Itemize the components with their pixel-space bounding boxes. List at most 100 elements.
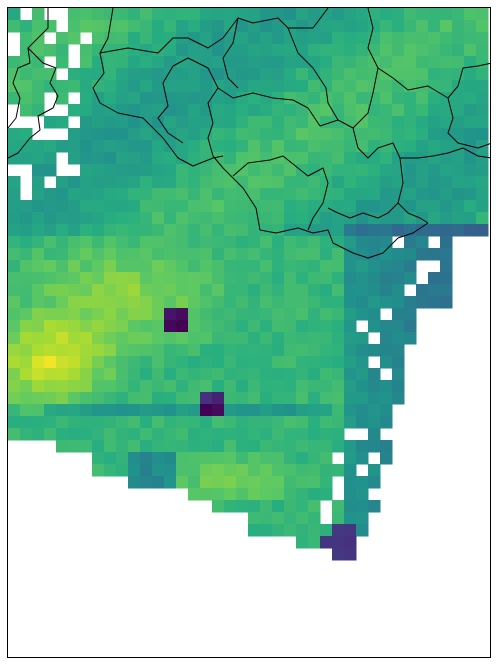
raster-cell (368, 32, 381, 45)
raster-cell (32, 56, 45, 69)
raster-cell (200, 464, 213, 477)
raster-cell (92, 356, 105, 369)
raster-cell (68, 68, 81, 81)
raster-cell (284, 92, 297, 105)
raster-cell (260, 488, 273, 501)
raster-cell (188, 404, 201, 417)
raster-cell (404, 308, 417, 321)
raster-cell (212, 476, 225, 489)
raster-cell (368, 212, 381, 225)
raster-cell (356, 8, 369, 21)
raster-cell (272, 68, 285, 81)
raster-cell (200, 476, 213, 489)
raster-cell (8, 392, 21, 405)
raster-cell (272, 464, 285, 477)
raster-cell (224, 20, 237, 33)
raster-cell (284, 164, 297, 177)
raster-cell (284, 344, 297, 357)
raster-cell (260, 140, 273, 153)
raster-cell (200, 356, 213, 369)
raster-cell (356, 236, 369, 249)
raster-cell (428, 104, 441, 117)
raster-cell (176, 260, 189, 273)
raster-cell (176, 284, 189, 297)
raster-cell (260, 128, 273, 141)
raster-cell (296, 476, 309, 489)
raster-cell (80, 236, 93, 249)
raster-cell (260, 56, 273, 69)
raster-cell (128, 320, 141, 333)
raster-cell (248, 68, 261, 81)
raster-cell (356, 308, 369, 321)
raster-cell (128, 260, 141, 273)
raster-cell (56, 224, 69, 237)
raster-cell (284, 404, 297, 417)
raster-cell (380, 404, 393, 417)
raster-cell (272, 368, 285, 381)
raster-cell (380, 356, 393, 369)
map-frame (7, 7, 491, 658)
raster-cell (344, 68, 357, 81)
raster-cell (344, 512, 357, 525)
raster-cell (272, 176, 285, 189)
raster-cell (68, 356, 81, 369)
raster-cell (272, 380, 285, 393)
raster-cell (284, 80, 297, 93)
raster-cell (344, 416, 357, 429)
raster-cell (476, 200, 489, 213)
raster-cell (248, 20, 261, 33)
raster-cell (236, 392, 249, 405)
raster-cell (20, 236, 33, 249)
raster-cell (152, 476, 165, 489)
raster-cell (68, 284, 81, 297)
raster-cell (68, 404, 81, 417)
raster-cell (164, 380, 177, 393)
raster-cell (212, 344, 225, 357)
raster-cell (416, 224, 429, 237)
raster-cell (128, 356, 141, 369)
raster-cell (200, 452, 213, 465)
raster-cell (308, 488, 321, 501)
raster-cell (248, 308, 261, 321)
raster-cell (320, 128, 333, 141)
raster-cell (80, 212, 93, 225)
raster-cell (212, 320, 225, 333)
raster-cell (308, 152, 321, 165)
raster-cell (188, 116, 201, 129)
raster-cell (260, 116, 273, 129)
raster-cell (236, 476, 249, 489)
raster-cell (176, 164, 189, 177)
raster-cell (272, 80, 285, 93)
raster-cell (200, 392, 213, 405)
raster-cell (188, 368, 201, 381)
raster-cell (284, 152, 297, 165)
raster-cell (164, 428, 177, 441)
raster-cell (392, 392, 405, 405)
raster-cell (344, 464, 357, 477)
raster-cell (32, 320, 45, 333)
raster-cell (428, 128, 441, 141)
raster-cell (152, 68, 165, 81)
raster-cell (152, 56, 165, 69)
raster-cell (152, 104, 165, 117)
raster-cell (104, 176, 117, 189)
raster-cell (20, 212, 33, 225)
raster-cell (32, 284, 45, 297)
raster-cell (212, 332, 225, 345)
raster-cell (404, 272, 417, 285)
raster-cell (380, 332, 393, 345)
raster-cell (44, 344, 57, 357)
raster-cell (356, 80, 369, 93)
raster-cell (356, 416, 369, 429)
raster-cell (308, 44, 321, 57)
raster-cell (32, 308, 45, 321)
raster-cell (284, 8, 297, 21)
raster-cell (188, 308, 201, 321)
raster-cell (188, 344, 201, 357)
raster-cell (128, 44, 141, 57)
raster-cell (284, 512, 297, 525)
raster-cell (356, 440, 369, 453)
raster-cell (164, 452, 177, 465)
raster-cell (104, 308, 117, 321)
raster-cell (404, 20, 417, 33)
